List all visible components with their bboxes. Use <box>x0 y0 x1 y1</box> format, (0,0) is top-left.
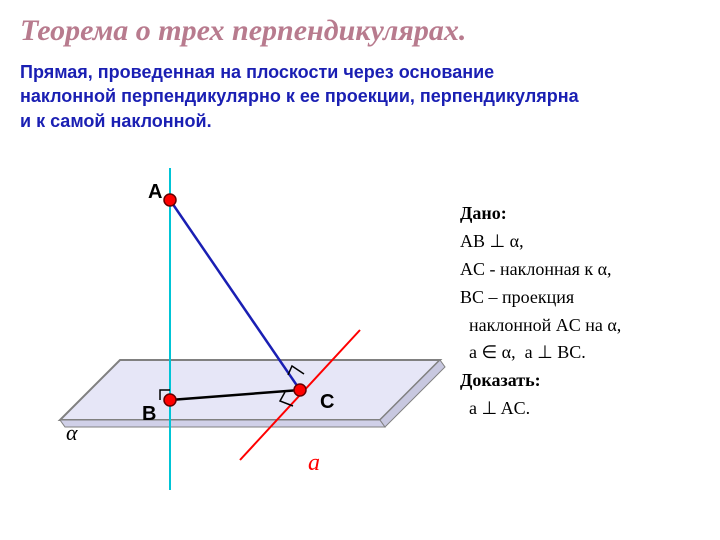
given-line-4: наклонной AC на α, <box>460 312 621 340</box>
theorem-statement: Прямая, проведенная на плоскости через о… <box>20 60 580 133</box>
point-c <box>294 384 306 396</box>
prove-line: a ⊥ AC. <box>460 395 621 423</box>
page-title: Теорема о трех перпендикулярах. <box>20 14 466 48</box>
geometry-diagram: A B C a α <box>10 160 470 520</box>
given-line-3: BC – проекция <box>460 284 621 312</box>
given-line-2: AC - наклонная к α, <box>460 256 621 284</box>
label-a: A <box>148 181 162 203</box>
label-b: B <box>142 403 156 425</box>
given-line-5: a ∈ α, a ⊥ BC. <box>460 339 621 367</box>
given-block: Дано: AB ⊥ α, AC - наклонная к α, BC – п… <box>460 200 621 423</box>
plane-alpha-edge <box>60 420 385 427</box>
label-alpha: α <box>66 420 78 445</box>
point-a <box>164 194 176 206</box>
point-b <box>164 394 176 406</box>
prove-heading: Доказать: <box>460 367 621 395</box>
plane-alpha <box>60 360 440 420</box>
given-line-1: AB ⊥ α, <box>460 228 621 256</box>
label-c: C <box>320 391 334 413</box>
label-line-a: a <box>308 450 320 476</box>
given-heading: Дано: <box>460 200 621 228</box>
